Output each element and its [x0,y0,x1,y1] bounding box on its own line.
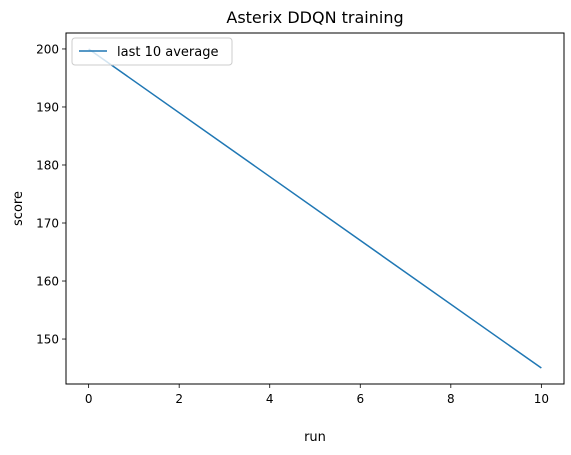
series-line-0 [89,49,542,368]
x-tick-label: 2 [175,392,183,406]
x-tick-label: 4 [266,392,274,406]
y-tick-label: 150 [36,333,59,347]
y-axis-ticks: 150 160 170 180 190 200 [36,42,66,346]
y-tick-label: 190 [36,100,59,114]
y-tick-label: 180 [36,158,59,172]
x-tick-label: 8 [447,392,455,406]
y-tick-label: 170 [36,217,59,231]
y-axis-label: score [11,191,26,226]
plot-area: 0 2 4 6 8 10 150 160 170 180 190 200 [36,33,564,406]
legend: last 10 average [72,38,232,65]
y-tick-label: 160 [36,275,59,289]
legend-entry-label: last 10 average [117,45,218,60]
series-layer [89,49,542,368]
x-axis-ticks: 0 2 4 6 8 10 [85,384,549,406]
chart-title: Asterix DDQN training [226,8,403,27]
x-axis-label: run [304,430,326,445]
x-tick-label: 6 [356,392,364,406]
x-tick-label: 10 [534,392,549,406]
x-tick-label: 0 [85,392,93,406]
y-tick-label: 200 [36,42,59,56]
